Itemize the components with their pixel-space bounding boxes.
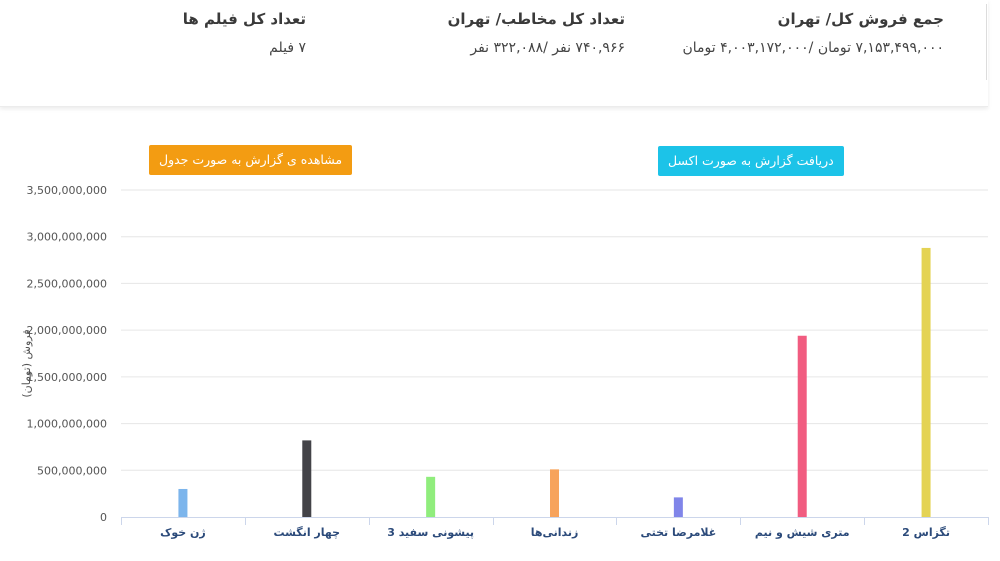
x-category-label: پیشونی سفید 3 — [387, 526, 474, 539]
bar[interactable] — [673, 497, 683, 517]
excel-export-button[interactable]: دریافت گزارش به صورت اکسل — [658, 146, 844, 176]
y-tick-label: 0 — [100, 511, 107, 524]
stat-total-films-value: ۷ فیلم — [269, 40, 306, 56]
y-tick-label: 1,500,000,000 — [27, 371, 107, 384]
stat-total-audience-title: تعداد کل مخاطب/ تهران — [447, 10, 625, 28]
stat-total-audience-value: ۷۴۰,۹۶۶ نفر /۳۲۲,۰۸۸ نفر — [470, 40, 625, 56]
stat-total-sales: جمع فروش کل/ تهران ۷,۱۵۳,۴۹۹,۰۰۰ تومان /… — [682, 10, 944, 56]
stat-total-sales-title: جمع فروش کل/ تهران — [777, 10, 944, 28]
x-category-label: ژن خوک — [160, 526, 206, 539]
stat-total-audience: تعداد کل مخاطب/ تهران ۷۴۰,۹۶۶ نفر /۳۲۲,۰… — [448, 10, 625, 56]
y-axis-ticks: 0 500,000,000 1,000,000,000 1,500,000,000 2,… — [27, 184, 107, 524]
stat-total-films: تعداد کل فیلم ها ۷ فیلم — [183, 10, 306, 56]
y-tick-label: 500,000,000 — [37, 464, 107, 477]
bar[interactable] — [797, 335, 807, 517]
x-category-label: چهار انگشت — [273, 526, 340, 539]
x-category-label: غلامرضا تختی — [640, 526, 716, 539]
y-tick-label: 2,000,000,000 — [27, 324, 107, 337]
stat-total-films-title: تعداد کل فیلم ها — [182, 10, 306, 28]
y-tick-label: 3,500,000,000 — [27, 184, 107, 197]
chart-grid — [121, 189, 988, 471]
stats-panel: جمع فروش کل/ تهران ۷,۱۵۳,۴۹۹,۰۰۰ تومان /… — [0, 0, 988, 107]
x-category-label: تگزاس 2 — [902, 526, 950, 539]
y-tick-label: 3,000,000,000 — [27, 231, 107, 244]
y-tick-label: 1,000,000,000 — [27, 418, 107, 431]
y-tick-label: 2,500,000,000 — [27, 277, 107, 290]
bar[interactable] — [178, 488, 188, 517]
sales-bar-chart: 0 500,000,000 1,000,000,000 1,500,000,000 2,… — [20, 184, 989, 539]
bar[interactable] — [426, 476, 436, 517]
x-axis: ژن خوک چهار انگشت پیشونی سفید 3 زندانی‌ها غل… — [121, 517, 989, 539]
bar[interactable] — [921, 247, 931, 517]
divider — [986, 4, 987, 80]
chart-bars — [178, 247, 931, 517]
bar[interactable] — [550, 469, 559, 517]
bar[interactable] — [302, 440, 312, 517]
y-axis-label: فروش (تومان) — [20, 329, 33, 397]
table-view-button[interactable]: مشاهده ی گزارش به صورت جدول — [149, 145, 353, 175]
stat-total-sales-value: ۷,۱۵۳,۴۹۹,۰۰۰ تومان /۴,۰۰۳,۱۷۲,۰۰۰ تومان — [682, 40, 944, 56]
x-category-label: زندانی‌ها — [531, 526, 579, 539]
x-category-label: متری شیش و نیم — [755, 526, 850, 539]
